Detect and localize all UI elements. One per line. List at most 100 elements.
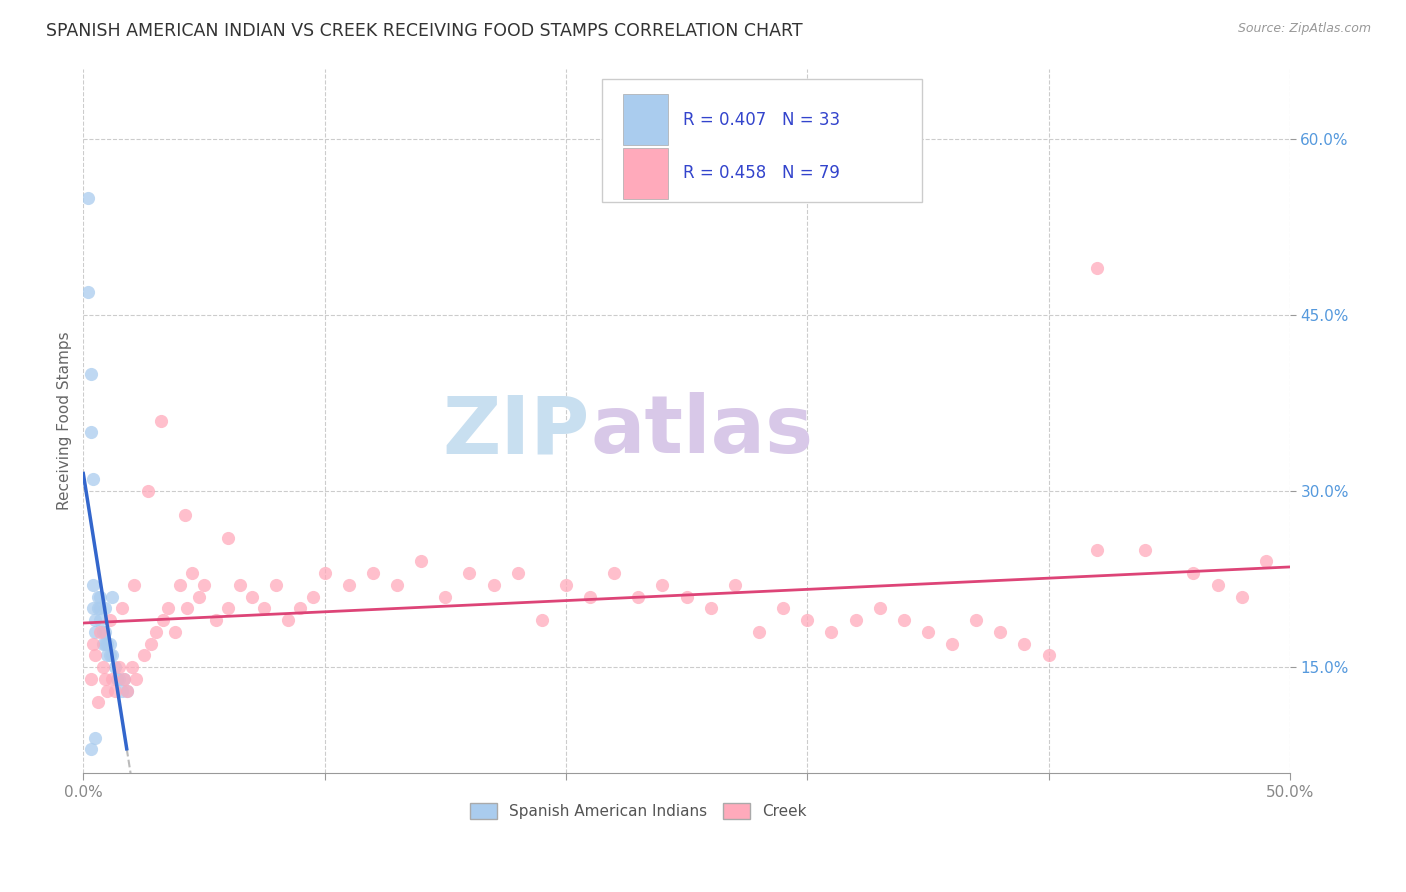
Point (94, 637, 117, 651)
Point (1230, 590, 1253, 604)
Point (290, 601, 312, 615)
Point (108, 672, 131, 686)
Point (385, 578, 408, 592)
Point (94, 601, 117, 615)
Point (84, 613, 107, 627)
Point (98, 648, 121, 663)
Point (1014, 637, 1036, 651)
Point (101, 672, 124, 686)
Point (77, 191, 100, 205)
Point (84, 648, 107, 663)
Point (89, 624, 111, 639)
Point (1206, 578, 1229, 592)
Point (217, 601, 239, 615)
Text: SPANISH AMERICAN INDIAN VS CREEK RECEIVING FOOD STAMPS CORRELATION CHART: SPANISH AMERICAN INDIAN VS CREEK RECEIVI… (46, 22, 803, 40)
Point (180, 566, 202, 581)
Point (111, 601, 134, 615)
Point (125, 672, 148, 686)
Point (111, 683, 134, 698)
Point (87, 695, 110, 709)
Point (337, 578, 360, 592)
Point (1182, 566, 1205, 581)
Point (530, 613, 553, 627)
Point (156, 601, 179, 615)
Point (458, 566, 481, 581)
Point (138, 484, 160, 499)
Point (176, 601, 198, 615)
Point (820, 624, 842, 639)
Point (82, 637, 104, 651)
Point (96, 637, 118, 651)
Point (104, 660, 127, 674)
Point (139, 637, 162, 651)
Point (253, 601, 276, 615)
Point (132, 648, 155, 663)
Point (77, 285, 100, 299)
Point (101, 648, 124, 663)
Point (115, 683, 138, 698)
Point (277, 613, 299, 627)
Point (240, 590, 263, 604)
Point (917, 624, 939, 639)
Point (699, 601, 721, 615)
Point (748, 624, 770, 639)
Text: atlas: atlas (591, 392, 813, 470)
Point (96, 683, 118, 698)
Point (96, 648, 118, 663)
Text: R = 0.458   N = 79: R = 0.458 N = 79 (683, 164, 839, 182)
Point (98, 637, 121, 651)
Point (84, 624, 107, 639)
Point (104, 683, 127, 698)
Point (506, 566, 529, 581)
Point (112, 672, 135, 686)
Point (1085, 542, 1108, 557)
Point (89, 590, 111, 604)
Point (1133, 542, 1156, 557)
Point (91, 624, 114, 639)
Point (152, 613, 174, 627)
Point (651, 578, 673, 592)
Point (217, 531, 239, 545)
Point (112, 672, 135, 686)
Text: Source: ZipAtlas.com: Source: ZipAtlas.com (1237, 22, 1371, 36)
Point (122, 578, 145, 592)
Point (1038, 648, 1060, 663)
Point (105, 672, 128, 686)
Point (603, 566, 626, 581)
Point (87, 601, 110, 615)
Point (149, 414, 172, 428)
Bar (623, 148, 668, 199)
Point (1085, 261, 1108, 276)
Point (94, 672, 117, 686)
Point (145, 624, 167, 639)
Point (988, 624, 1011, 639)
Point (82, 601, 104, 615)
Point (82, 578, 104, 592)
Point (555, 578, 578, 592)
Point (579, 590, 602, 604)
Point (205, 613, 228, 627)
Point (79, 672, 101, 686)
Point (361, 566, 384, 581)
Point (98, 613, 121, 627)
Text: ZIP: ZIP (443, 392, 591, 470)
Point (314, 566, 336, 581)
Point (772, 601, 794, 615)
Point (79, 425, 101, 440)
Point (893, 613, 915, 627)
Point (82, 472, 104, 486)
Legend: Spanish American Indians, Creek: Spanish American Indians, Creek (464, 797, 813, 825)
Point (84, 731, 107, 745)
Point (163, 624, 186, 639)
Point (79, 742, 101, 756)
Point (115, 683, 138, 698)
Text: R = 0.407   N = 33: R = 0.407 N = 33 (683, 111, 841, 128)
Point (627, 590, 650, 604)
Point (675, 590, 697, 604)
Point (266, 578, 288, 592)
Point (411, 554, 433, 568)
Point (169, 578, 191, 592)
Point (724, 578, 747, 592)
Point (173, 508, 195, 522)
Point (869, 601, 891, 615)
